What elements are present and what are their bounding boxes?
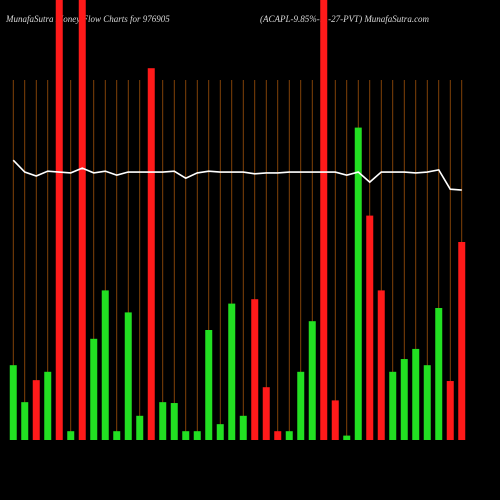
bar (458, 242, 466, 440)
bar (400, 359, 408, 440)
bar (228, 303, 236, 440)
bar (205, 330, 213, 440)
bar (147, 68, 155, 440)
bar (136, 415, 144, 440)
bar (366, 215, 374, 440)
bar (331, 400, 339, 440)
bar (320, 0, 328, 440)
bar (435, 308, 443, 440)
bar (354, 127, 362, 440)
bar (239, 415, 247, 440)
bar (297, 371, 305, 440)
bar (193, 431, 201, 440)
bar (262, 387, 270, 440)
bar (9, 365, 17, 440)
bar (101, 290, 109, 440)
bar (251, 299, 259, 440)
bar (343, 435, 351, 440)
bar (446, 381, 454, 440)
bar (423, 365, 431, 440)
bar (170, 403, 178, 440)
bar (113, 431, 121, 440)
bar (377, 290, 385, 440)
bar (124, 312, 132, 440)
bar (285, 431, 293, 440)
bar (44, 371, 52, 440)
bar (274, 431, 282, 440)
bar (389, 371, 397, 440)
bar (216, 424, 224, 440)
bar (182, 431, 190, 440)
bar (308, 321, 316, 440)
bar (67, 431, 75, 440)
money-flow-line (12, 159, 462, 191)
chart-title: MunafaSutra Money Flow Charts for 976905 (5, 14, 170, 24)
bar (21, 402, 29, 440)
bar (412, 348, 420, 440)
bar (159, 402, 167, 440)
bar (78, 0, 86, 440)
bar (90, 338, 98, 440)
bar (32, 380, 40, 440)
bar (55, 0, 63, 440)
chart-subtitle: (ACAPL-9.85%-11-27-PVT) MunafaSutra.com (260, 14, 430, 24)
